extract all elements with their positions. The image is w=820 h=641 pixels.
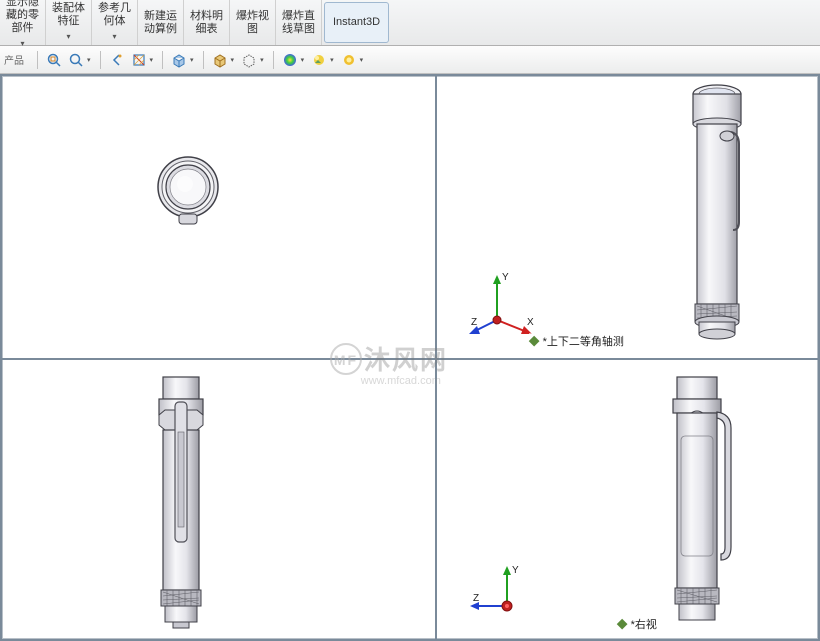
dropdown-arrow-icon: ▾ [66,30,70,43]
ribbon-label: 显示隐 [6,0,39,9]
orientation-triad[interactable]: Y X Z [467,270,537,343]
viewport-top-right[interactable]: Y X Z ◆ *上下二等角轴测 [437,77,817,357]
ribbon-bom[interactable]: 材料明 细表 [184,0,230,45]
ribbon-label: 特征 [58,15,80,28]
svg-text:Z: Z [473,593,479,604]
ribbon-assembly-features[interactable]: 装配体 特征 ▾ [46,0,92,45]
appearance-icon[interactable] [281,51,299,69]
ribbon-show-hide-parts[interactable]: 显示隐 藏的零 部件 ▾ [0,0,46,45]
ribbon-label: 何体 [104,15,126,28]
ribbon-label: 参考几 [98,2,131,15]
viewport-bottom-left[interactable] [3,360,434,639]
model-isometric-view [677,82,757,342]
view-orientation-icon[interactable] [170,51,188,69]
svg-text:Z: Z [471,317,477,328]
viewport-bottom-right[interactable]: Y Z ◆ *右视 [437,360,817,639]
toolbar-separator [37,51,38,69]
ribbon-label: 藏的零 [6,9,39,22]
dropdown-arrow-icon[interactable]: ▾ [330,56,334,64]
ribbon-label: 线草图 [282,23,315,36]
dropdown-arrow-icon[interactable]: ▾ [260,56,264,64]
viewport-top-left[interactable] [3,77,434,357]
model-front-view [145,372,217,632]
toolbar-separator [100,51,101,69]
ribbon-label: 爆炸直 [282,10,315,23]
ribbon: 显示隐 藏的零 部件 ▾ 装配体 特征 ▾ 参考几 何体 ▾ 新建运 动算例 材… [0,0,820,46]
dropdown-arrow-icon[interactable]: ▾ [190,56,194,64]
toolbar-separator [203,51,204,69]
toolbar-separator [162,51,163,69]
model-top-view [153,152,223,230]
render-settings-icon[interactable] [340,51,358,69]
previous-view-icon[interactable] [108,51,126,69]
dropdown-arrow-icon[interactable]: ▾ [87,56,91,64]
ribbon-exploded-line-sketch[interactable]: 爆炸直 线草图 [276,0,322,45]
secondary-toolbar: 产品 ▾ ▾ ▾ ▾ ▾ ▾ ▾ ▾ [0,46,820,74]
ribbon-new-motion-study[interactable]: 新建运 动算例 [138,0,184,45]
section-view-icon[interactable] [130,51,148,69]
dropdown-arrow-icon: ▾ [20,37,24,50]
ribbon-exploded-view[interactable]: 爆炸视 图 [230,0,276,45]
svg-text:Y: Y [512,565,519,576]
zoom-fit-icon[interactable] [45,51,63,69]
display-style-icon[interactable] [211,51,229,69]
ribbon-label: 动算例 [144,23,177,36]
dropdown-arrow-icon[interactable]: ▾ [360,56,364,64]
ribbon-label: 爆炸视 [236,10,269,23]
ribbon-label: 材料明 [190,10,223,23]
dropdown-arrow-icon[interactable]: ▾ [301,56,305,64]
zoom-area-icon[interactable] [67,51,85,69]
model-right-view [657,372,747,632]
view-label-isometric: ◆ *上下二等角轴测 [529,333,624,349]
svg-text:Y: Y [502,272,509,283]
dropdown-arrow-icon[interactable]: ▾ [150,56,154,64]
viewport-area: MF 沐风网 www.mfcad.com [0,74,820,641]
view-label-right: ◆ *右视 [617,616,657,632]
ribbon-instant3d[interactable]: Instant3D [324,2,389,43]
ribbon-label: 图 [247,23,258,36]
ribbon-label: 装配体 [52,2,85,15]
toolbar-separator [273,51,274,69]
ribbon-reference-geometry[interactable]: 参考几 何体 ▾ [92,0,138,45]
toolbar-left-label: 产品 [4,52,24,67]
ribbon-label: 新建运 [144,10,177,23]
ribbon-label: 细表 [196,23,218,36]
hide-show-icon[interactable] [240,51,258,69]
svg-text:X: X [527,317,534,328]
orientation-triad[interactable]: Y Z [467,561,547,624]
ribbon-label: 部件 [12,22,34,35]
dropdown-arrow-icon[interactable]: ▾ [231,56,235,64]
dropdown-arrow-icon: ▾ [112,30,116,43]
ribbon-label: Instant3D [333,16,380,29]
scene-icon[interactable] [310,51,328,69]
